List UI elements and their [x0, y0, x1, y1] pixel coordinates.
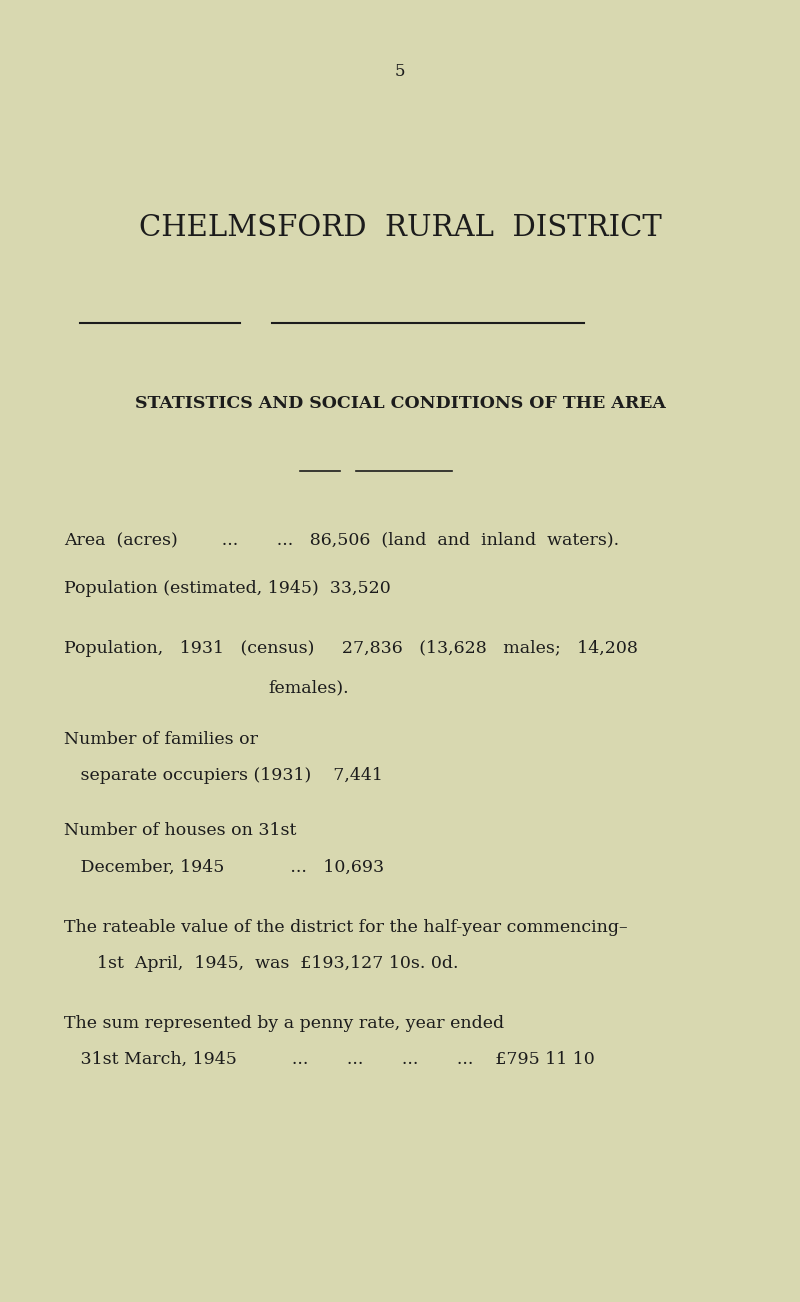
Text: Number of houses on 31st: Number of houses on 31st: [64, 822, 296, 840]
Text: December, 1945            ...   10,693: December, 1945 ... 10,693: [64, 858, 384, 876]
Text: Population,   1931   (census)     27,836   (13,628   males;   14,208: Population, 1931 (census) 27,836 (13,628…: [64, 639, 638, 658]
Text: The sum represented by a penny rate, year ended: The sum represented by a penny rate, yea…: [64, 1014, 504, 1032]
Text: Area  (acres)        ...       ...   86,506  (land  and  inland  waters).: Area (acres) ... ... 86,506 (land and in…: [64, 531, 619, 549]
Text: STATISTICS AND SOCIAL CONDITIONS OF THE AREA: STATISTICS AND SOCIAL CONDITIONS OF THE …: [134, 395, 666, 413]
Text: females).: females).: [268, 678, 349, 697]
Text: 31st March, 1945          ...       ...       ...       ...    £795 11 10: 31st March, 1945 ... ... ... ... £795 11…: [64, 1051, 594, 1069]
Text: Number of families or: Number of families or: [64, 730, 258, 749]
Text: 5: 5: [394, 62, 406, 81]
Text: separate occupiers (1931)    7,441: separate occupiers (1931) 7,441: [64, 767, 383, 785]
Text: CHELMSFORD  RURAL  DISTRICT: CHELMSFORD RURAL DISTRICT: [138, 214, 662, 242]
Text: 1st  April,  1945,  was  £193,127 10s. 0d.: 1st April, 1945, was £193,127 10s. 0d.: [64, 954, 458, 973]
Text: The rateable value of the district for the half-year commencing–: The rateable value of the district for t…: [64, 918, 628, 936]
Text: Population (estimated, 1945)  33,520: Population (estimated, 1945) 33,520: [64, 579, 390, 598]
